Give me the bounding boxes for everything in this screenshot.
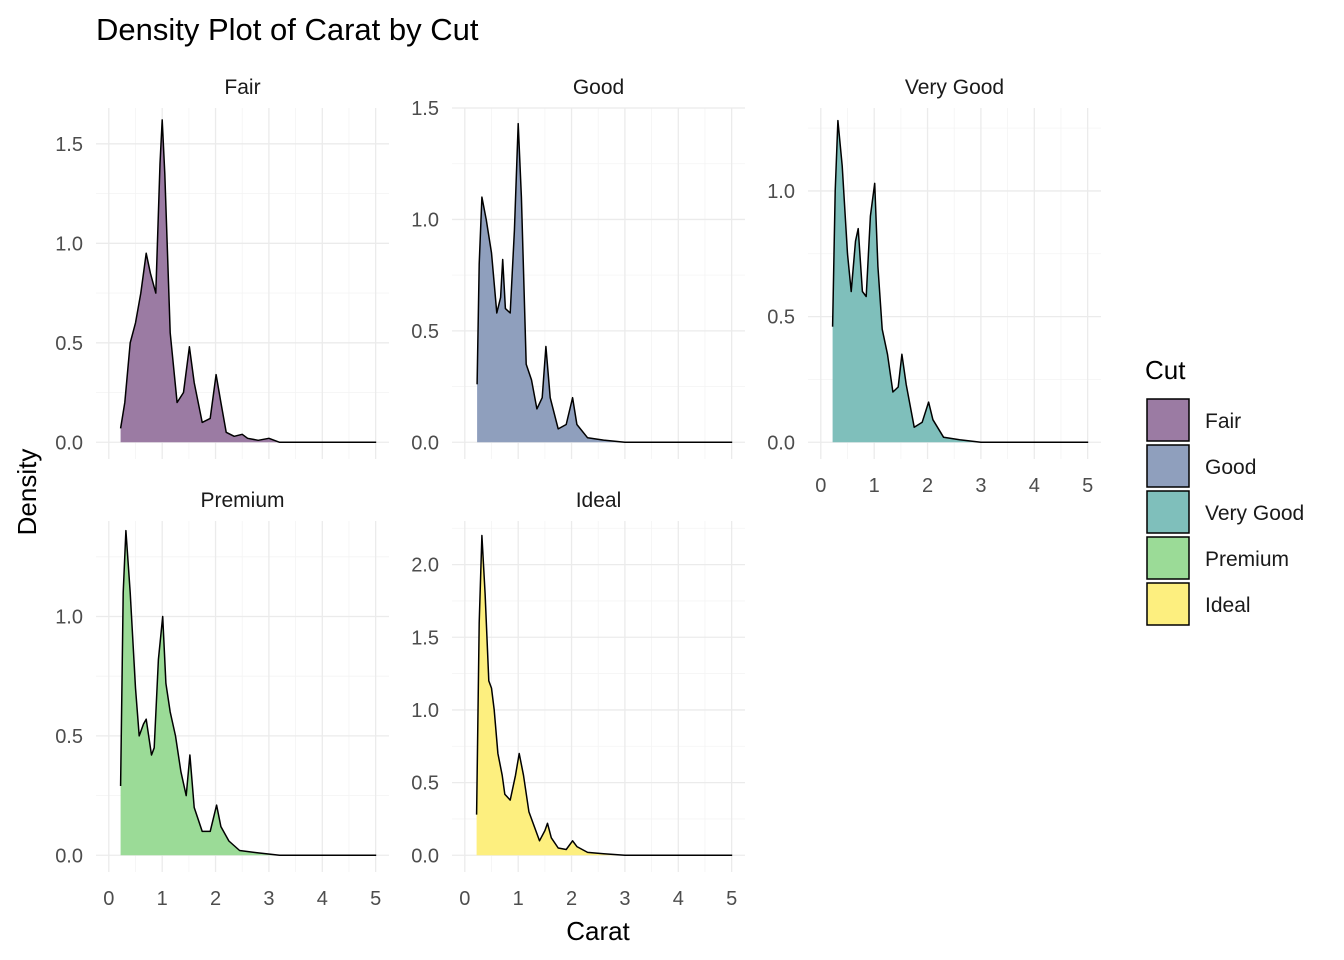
x-axis-title: Carat: [566, 916, 630, 946]
density-line-ideal: [475, 534, 733, 857]
y-tick-label: 1.0: [55, 233, 83, 255]
y-tick-label: 0.5: [767, 307, 795, 329]
x-tick-label: 4: [673, 888, 684, 910]
x-tick-label: 3: [619, 888, 630, 910]
y-tick-label: 1.5: [411, 627, 439, 649]
y-tick-label: 0.0: [411, 432, 439, 454]
panel-fair: 0.0 0.5 1.0 1.5 Fair: [55, 76, 389, 459]
x-tick-label: 3: [263, 888, 274, 910]
x-tick-label: 1: [513, 888, 524, 910]
density-line-very-good: [831, 119, 1089, 444]
x-tick-label: 2: [210, 888, 221, 910]
y-tick-label: 0.5: [55, 726, 83, 748]
facet-panels: 0.0 0.5 1.0 1.5 Fair 0.0 0.5 1.0 1.5 Good 0.0 0.5 1.…: [55, 76, 1101, 910]
y-tick-label: 1.5: [411, 98, 439, 120]
y-tick-label: 0.0: [55, 432, 83, 454]
x-tick-label: 4: [317, 888, 328, 910]
x-tick-label: 5: [1082, 475, 1093, 497]
x-tick-label: 1: [869, 475, 880, 497]
x-tick-label: 3: [975, 475, 986, 497]
legend-key-good: [1146, 444, 1190, 488]
legend-label-premium: Premium: [1205, 548, 1289, 571]
y-tick-label: 1.0: [55, 607, 83, 629]
x-tick-label: 5: [726, 888, 737, 910]
y-tick-label: 0.5: [411, 773, 439, 795]
y-tick-label: 0.5: [411, 321, 439, 343]
legend-key-ideal: [1146, 582, 1190, 626]
y-tick-label: 1.0: [767, 181, 795, 203]
density-area-good: [477, 123, 733, 443]
y-tick-label: 0.0: [55, 845, 83, 867]
density-line-premium: [119, 529, 377, 857]
facet-label-ideal: Ideal: [576, 489, 622, 512]
y-tick-label: 0.5: [55, 333, 83, 355]
panel-very-good: 0.0 0.5 1.0 0 1 2 3 4 5 Very Good: [767, 76, 1101, 497]
panel-ideal: 0.0 0.5 1.0 1.5 2.0 0 1 2 3 4 5 Ideal: [411, 489, 745, 910]
panel-good: 0.0 0.5 1.0 1.5 Good: [411, 76, 745, 459]
facet-label-premium: Premium: [200, 489, 284, 512]
facet-label-fair: Fair: [224, 76, 260, 99]
density-area-fair: [120, 119, 377, 443]
x-tick-label: 0: [815, 475, 826, 497]
x-tick-label: 4: [1029, 475, 1040, 497]
legend-key-very-good: [1146, 490, 1190, 534]
y-tick-label: 2.0: [411, 555, 439, 577]
legend-label-ideal: Ideal: [1205, 594, 1251, 617]
x-tick-label: 2: [566, 888, 577, 910]
y-tick-label: 1.0: [411, 700, 439, 722]
x-tick-label: 2: [922, 475, 933, 497]
x-tick-label: 5: [370, 888, 381, 910]
legend-key-premium: [1146, 536, 1190, 580]
y-tick-label: 1.0: [411, 209, 439, 231]
density-area-premium: [120, 530, 377, 856]
legend-key-fair: [1146, 398, 1190, 442]
density-area-ideal: [476, 535, 733, 856]
y-tick-label: 0.0: [411, 845, 439, 867]
legend-label-fair: Fair: [1205, 410, 1241, 433]
legend-title: Cut: [1145, 355, 1186, 385]
x-tick-label: 0: [459, 888, 470, 910]
density-line-fair: [119, 119, 377, 444]
facet-label-good: Good: [573, 76, 624, 99]
x-tick-label: 1: [157, 888, 168, 910]
density-area-very-good: [832, 120, 1089, 443]
chart-title: Density Plot of Carat by Cut: [96, 12, 479, 47]
y-tick-label: 0.0: [767, 432, 795, 454]
y-tick-label: 1.5: [55, 134, 83, 156]
legend-label-very-good: Very Good: [1205, 502, 1304, 525]
x-tick-label: 0: [103, 888, 114, 910]
legend-label-good: Good: [1205, 456, 1256, 479]
legend: Cut Fair Good Very Good Premium Ideal: [1145, 355, 1304, 626]
y-axis-title: Density: [12, 449, 42, 536]
facet-label-very-good: Very Good: [905, 76, 1004, 99]
density-line-good: [476, 122, 733, 444]
panel-premium: 0.0 0.5 1.0 0 1 2 3 4 5 Premium: [55, 489, 389, 910]
